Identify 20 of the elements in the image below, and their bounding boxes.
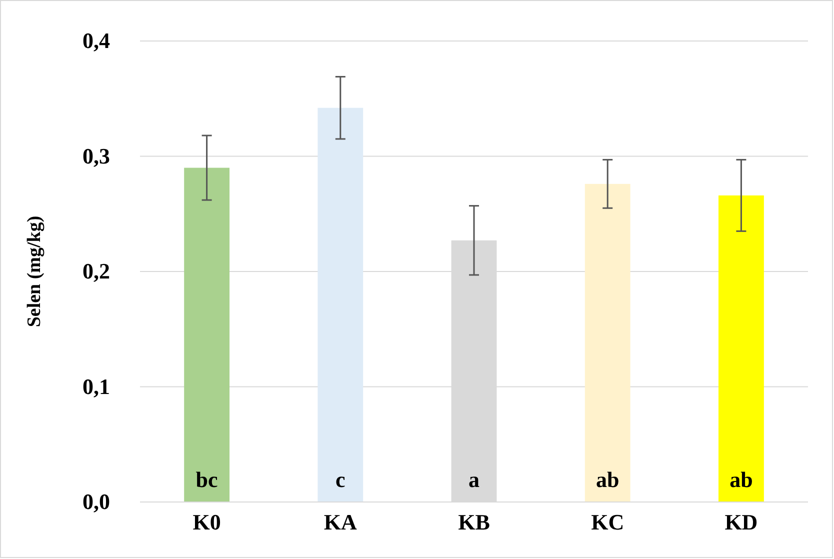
y-tick-label: 0,3 (82, 143, 110, 168)
y-tick-label: 0,1 (82, 374, 110, 399)
y-axis-title: Selen (mg/kg) (24, 216, 45, 328)
x-tick-label: KC (591, 510, 624, 535)
bar (318, 108, 364, 502)
x-tick-label: KA (324, 510, 358, 535)
y-tick-label: 0,4 (82, 28, 110, 54)
y-tick-label: 0,0 (82, 489, 110, 514)
x-tick-label: KB (458, 510, 490, 535)
bar (184, 168, 230, 502)
annotation: c (336, 467, 346, 492)
annotation: ab (730, 467, 753, 492)
bar (718, 195, 764, 502)
y-tick-label: 0,2 (82, 258, 110, 284)
annotation: a (468, 467, 480, 492)
annotation: bc (196, 467, 218, 492)
x-tick-label: KD (724, 510, 758, 535)
bar (584, 184, 630, 502)
x-tick-label: K0 (192, 510, 221, 535)
annotation: ab (596, 467, 620, 492)
